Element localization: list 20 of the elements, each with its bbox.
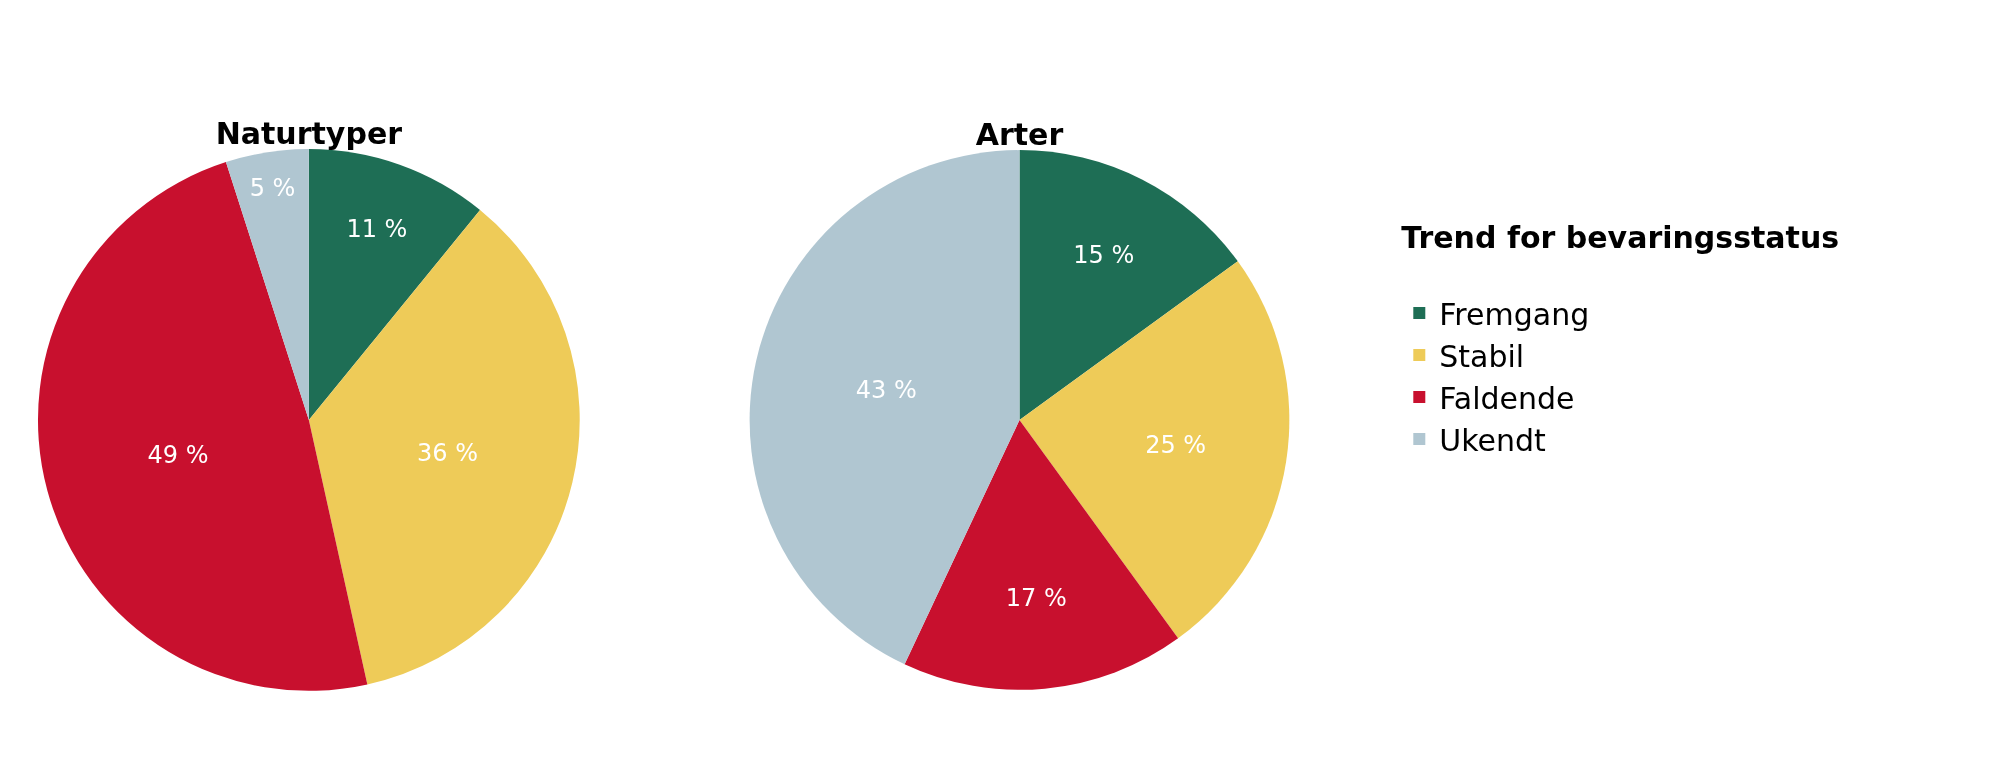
data-label: 11 % bbox=[346, 214, 408, 243]
chart-title: Naturtyper bbox=[215, 116, 403, 152]
data-label: 43 % bbox=[855, 376, 917, 405]
legend-title: Trend for bevaringsstatus bbox=[1401, 219, 1840, 255]
data-label: 17 % bbox=[1005, 584, 1067, 613]
pie-slice bbox=[1019, 150, 1238, 420]
legend-label: Ukendt bbox=[1439, 422, 1547, 458]
legend-label: Stabil bbox=[1439, 338, 1525, 374]
pie-slice bbox=[225, 149, 309, 420]
data-label: 5 % bbox=[249, 174, 296, 203]
pie-slice bbox=[308, 149, 481, 420]
data-label: 49 % bbox=[147, 441, 209, 470]
chart-title: Arter bbox=[975, 117, 1064, 153]
data-label: 36 % bbox=[417, 438, 479, 467]
pie-slice bbox=[904, 419, 1179, 690]
legend-label: Fremgang bbox=[1439, 296, 1590, 332]
data-label: 25 % bbox=[1145, 430, 1207, 459]
legend-label: Faldende bbox=[1439, 380, 1575, 416]
data-label: 15 % bbox=[1073, 240, 1135, 269]
pie-slice bbox=[308, 210, 580, 685]
